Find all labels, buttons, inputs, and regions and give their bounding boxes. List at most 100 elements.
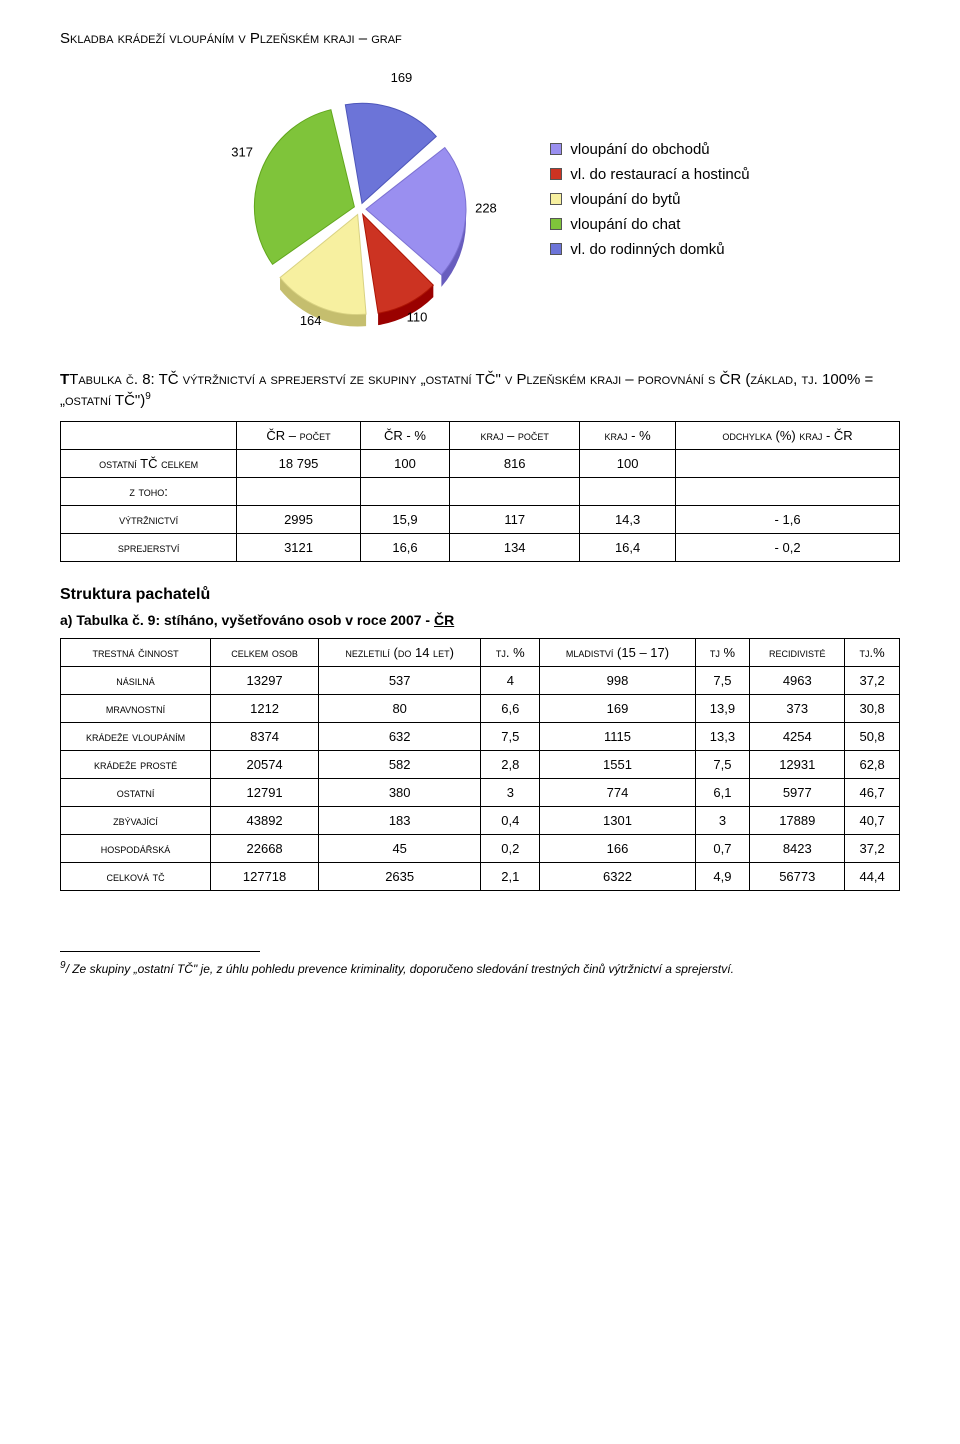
legend-label: vl. do restaurací a hostinců [570, 166, 749, 183]
table1-cell: 3121 [237, 534, 360, 562]
table2-cell: 169 [540, 695, 695, 723]
table2-cell: 45 [319, 835, 481, 863]
table2-cell: 2635 [319, 863, 481, 891]
table2-cell: 8374 [211, 723, 319, 751]
table2-row-label: ostatní [61, 779, 211, 807]
table2-cell: 13297 [211, 667, 319, 695]
table1-cell: - 1,6 [676, 506, 900, 534]
legend-label: vloupání do chat [570, 216, 680, 233]
table2-cell: 8423 [750, 835, 845, 863]
table2-col-header: celkem osob [211, 639, 319, 667]
table2-cell: 1115 [540, 723, 695, 751]
table2-cell: 2,8 [481, 751, 540, 779]
table2-cell: 46,7 [845, 779, 900, 807]
table1-col-header: ČR - % [360, 422, 450, 450]
table2-cell: 13,9 [695, 695, 750, 723]
section-heading: Struktura pachatelů [60, 586, 900, 604]
table2-cell: 0,7 [695, 835, 750, 863]
table2-cell: 6,1 [695, 779, 750, 807]
table1-row-label: ostatní TČ celkem [61, 450, 237, 478]
table1-cell [676, 478, 900, 506]
table2-cell: 998 [540, 667, 695, 695]
table1-cell [676, 450, 900, 478]
legend-label: vloupání do bytů [570, 191, 680, 208]
table2-col-header: trestná činnost [61, 639, 211, 667]
table1-cell: - 0,2 [676, 534, 900, 562]
table2-cell: 0,2 [481, 835, 540, 863]
table1-cell [237, 478, 360, 506]
table2-cell: 12931 [750, 751, 845, 779]
table1-col-header: kraj - % [580, 422, 676, 450]
table2-cell: 7,5 [695, 751, 750, 779]
table2-col-header: tj.% [845, 639, 900, 667]
table2-cell: 4963 [750, 667, 845, 695]
table2-col-header: mladiství (15 – 17) [540, 639, 695, 667]
table1-cell: 16,6 [360, 534, 450, 562]
table2-cell: 4254 [750, 723, 845, 751]
table2-cell: 7,5 [481, 723, 540, 751]
legend-item: vl. do rodinných domků [550, 241, 749, 258]
table1-cell [360, 478, 450, 506]
pie-value-label: 164 [300, 313, 322, 328]
legend-swatch [550, 218, 562, 230]
table2-cell: 582 [319, 751, 481, 779]
table1-col-header: ČR – počet [237, 422, 360, 450]
table2-cell: 4 [481, 667, 540, 695]
table1-cell: 2995 [237, 506, 360, 534]
footnote-text: 9/ Ze skupiny „ostatní TČ" je, z úhlu po… [60, 960, 900, 976]
table1-cell: 117 [450, 506, 580, 534]
table2-row-label: celková tč [61, 863, 211, 891]
legend-item: vloupání do obchodů [550, 141, 749, 158]
table1-cell: 134 [450, 534, 580, 562]
table2-col-header: recidivisté [750, 639, 845, 667]
table2-row-label: krádeže vloupáním [61, 723, 211, 751]
table2-cell: 50,8 [845, 723, 900, 751]
table1-cell: 100 [580, 450, 676, 478]
table1-col-header: kraj – počet [450, 422, 580, 450]
table2-cell: 37,2 [845, 835, 900, 863]
table2-row-label: krádeže prosté [61, 751, 211, 779]
table2-cell: 30,8 [845, 695, 900, 723]
legend-swatch [550, 243, 562, 255]
table2-cell: 166 [540, 835, 695, 863]
table2-cell: 43892 [211, 807, 319, 835]
table2-row-label: mravnostní [61, 695, 211, 723]
table2-cell: 183 [319, 807, 481, 835]
table1-title: TTabulka č. 8: TČ výtržnictví a sprejers… [60, 369, 900, 411]
table2-cell: 40,7 [845, 807, 900, 835]
table-1: ČR – početČR - %kraj – početkraj - %odch… [60, 421, 900, 562]
table2-cell: 537 [319, 667, 481, 695]
table2-cell: 380 [319, 779, 481, 807]
table2-cell: 20574 [211, 751, 319, 779]
legend-label: vloupání do obchodů [570, 141, 709, 158]
legend-item: vloupání do chat [550, 216, 749, 233]
table2-cell: 4,9 [695, 863, 750, 891]
table2-title: a) Tabulka č. 9: stíháno, vyšetřováno os… [60, 612, 900, 628]
table1-cell: 14,3 [580, 506, 676, 534]
legend-swatch [550, 193, 562, 205]
table1-cell: 816 [450, 450, 580, 478]
pie-value-label: 228 [475, 200, 497, 215]
table1-row-label: sprejerství [61, 534, 237, 562]
table2-cell: 13,3 [695, 723, 750, 751]
table2-cell: 3 [481, 779, 540, 807]
table1-cell: 16,4 [580, 534, 676, 562]
pie-legend: vloupání do obchodů vl. do restaurací a h… [550, 133, 749, 266]
page-title: Skladba krádeží vloupáním v Plzeňském kr… [60, 30, 900, 47]
table2-cell: 44,4 [845, 863, 900, 891]
legend-label: vl. do rodinných domků [570, 241, 724, 258]
table2-cell: 0,4 [481, 807, 540, 835]
table2-cell: 774 [540, 779, 695, 807]
table2-cell: 127718 [211, 863, 319, 891]
footnote-rule [60, 951, 260, 956]
table1-row-label: výtržnictví [61, 506, 237, 534]
legend-item: vloupání do bytů [550, 191, 749, 208]
table2-cell: 3 [695, 807, 750, 835]
table2-cell: 1551 [540, 751, 695, 779]
table2-cell: 632 [319, 723, 481, 751]
table1-cell: 100 [360, 450, 450, 478]
table2-cell: 80 [319, 695, 481, 723]
table2-row-label: násilná [61, 667, 211, 695]
legend-swatch [550, 143, 562, 155]
table2-col-header: nezletilí (do 14 let) [319, 639, 481, 667]
